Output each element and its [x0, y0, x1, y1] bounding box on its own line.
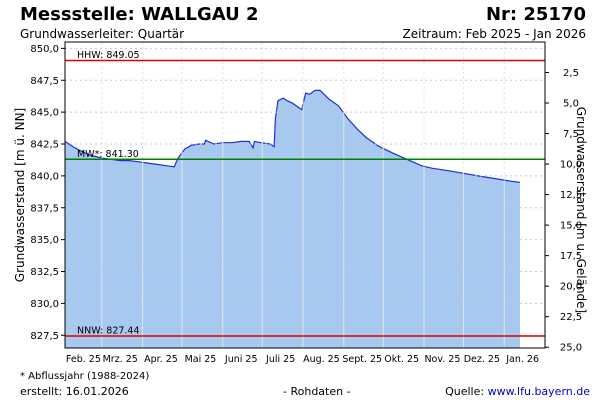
y-tick-label-left: 827,5 — [30, 331, 59, 342]
x-tick-label: Mrz. 25 — [103, 354, 138, 365]
y-tick-label-left: 845,0 — [30, 108, 59, 119]
raw-data-label: - Rohdaten - — [283, 385, 351, 398]
source: Quelle: www.lfu.bayern.de — [445, 385, 590, 398]
x-tick-label: Sept. 25 — [342, 354, 382, 365]
x-tick-label: Mai 25 — [185, 354, 217, 365]
y-tick-label-right: 20,0 — [560, 282, 582, 293]
y-tick-label-right: 12,5 — [560, 190, 582, 201]
y-tick-label-left: 842,5 — [30, 140, 59, 151]
y-tick-label-right: 10,0 — [560, 160, 582, 171]
y-tick-label-left: 847,5 — [30, 76, 59, 87]
reference-line-label: HHW: 849.05 — [77, 50, 140, 61]
x-tick-label: Feb. 25 — [66, 354, 101, 365]
source-link[interactable]: www.lfu.bayern.de — [487, 385, 590, 398]
y-tick-label-right: 2,5 — [563, 68, 579, 79]
aquifer-label: Grundwasserleiter: Quartär — [20, 27, 185, 41]
x-tick-label: Apr. 25 — [144, 354, 178, 365]
y-tick-label-right: 25,0 — [560, 343, 582, 354]
created-date: erstellt: 16.01.2026 — [20, 385, 129, 398]
y-tick-label-right: 5,0 — [563, 99, 579, 110]
station-number: Nr: 25170 — [485, 4, 586, 25]
station-title: Messstelle: WALLGAU 2 — [20, 4, 259, 25]
y-tick-label-left: 832,5 — [30, 267, 59, 278]
reference-line-label: MW*: 841.30 — [77, 149, 139, 160]
x-tick-label: Aug. 25 — [303, 354, 340, 365]
footnote: * Abflussjahr (1988-2024) — [20, 371, 150, 382]
y-tick-label-right: 15,0 — [560, 221, 582, 232]
water-level-area — [65, 90, 520, 349]
y-tick-label-right: 17,5 — [560, 251, 582, 262]
y-tick-label-left: 837,5 — [30, 203, 59, 214]
source-label: Quelle: — [445, 385, 485, 398]
y-tick-label-right: 7,5 — [563, 129, 579, 140]
y-tick-label-left: 830,0 — [30, 299, 59, 310]
reference-line-label: NNW: 827.44 — [77, 326, 140, 337]
y-tick-label-right: 22,5 — [560, 312, 582, 323]
y-tick-label-left: 835,0 — [30, 235, 59, 246]
x-tick-label: Dez. 25 — [464, 354, 500, 365]
x-tick-label: Juli 25 — [265, 354, 295, 365]
x-tick-label: Juni 25 — [224, 354, 258, 365]
y-tick-label-left: 850,0 — [30, 44, 59, 55]
x-tick-label: Jan. 26 — [505, 354, 539, 365]
y-axis-title-left: Grundwasserstand [m ü. NN] — [13, 108, 27, 282]
period-label: Zeitraum: Feb 2025 - Jan 2026 — [402, 27, 587, 41]
y-tick-label-left: 840,0 — [30, 171, 59, 182]
y-axis-title-right: Grundwasserstand [m u. Gelände] — [574, 107, 588, 313]
x-tick-label: Nov. 25 — [424, 354, 460, 365]
x-tick-label: Okt. 25 — [384, 354, 419, 365]
